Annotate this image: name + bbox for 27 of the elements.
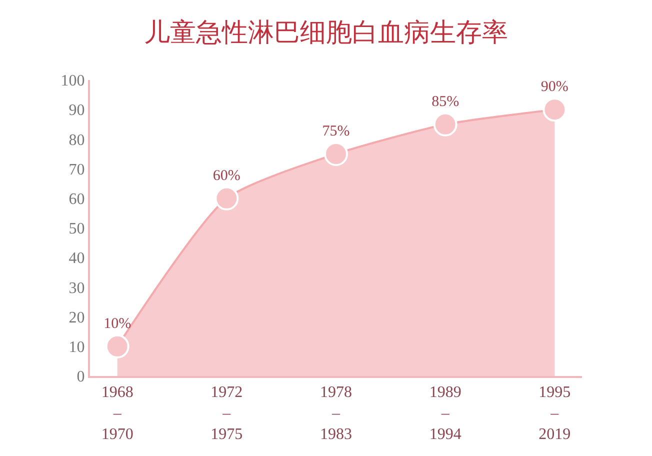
point [324,142,348,166]
point [433,112,458,136]
data-label: 60% [212,168,240,184]
y-tick-label: 70 [68,161,85,178]
y-tick-label: 60 [68,191,85,208]
x-tick-label: 1968 – 1970 [101,384,134,443]
point [214,186,239,210]
x-tick-label: 1989 – 1994 [429,384,462,443]
y-tick-label: 90 [68,102,85,120]
data-label: 85% [432,94,460,110]
y-tick-label: 20 [68,309,85,326]
y-tick-label: 40 [68,250,85,268]
chart-title: 儿童急性淋巴细胞白血病生存率 [144,18,508,48]
y-tick-label: 100 [60,72,85,90]
x-tick-label: 1978 – 1983 [320,384,352,443]
data-label: 90% [540,79,568,96]
data-label: 75% [322,124,350,140]
x-tick-label: 1995 – 2019 [538,384,571,443]
y-tick-label: 50 [68,220,85,238]
y-tick-label: 80 [68,132,85,149]
point [542,98,567,122]
y-tick-label: 10 [68,339,85,356]
x-tick-label: 1972 – 1975 [210,384,243,443]
y-tick-label: 0 [76,368,85,386]
point [105,334,130,358]
y-tick-label: 30 [68,280,85,297]
data-label: 10% [104,316,132,332]
